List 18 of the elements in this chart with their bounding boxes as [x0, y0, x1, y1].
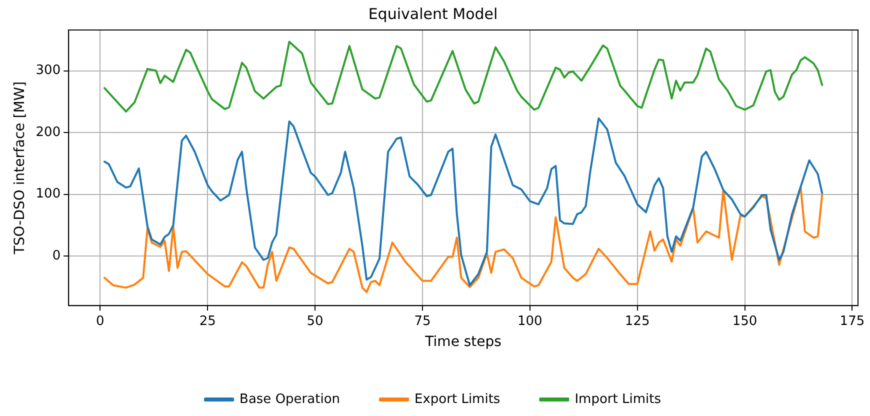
- y-tick-label: 100: [36, 186, 61, 202]
- legend-label: Base Operation: [240, 392, 340, 407]
- x-tick-label: 75: [414, 314, 431, 329]
- y-tick-label: 200: [36, 124, 61, 140]
- x-tick-label: 125: [624, 314, 650, 329]
- x-tick-label: 25: [199, 314, 216, 329]
- x-tick-label: 100: [518, 314, 542, 329]
- x-axis-title: Time steps: [424, 334, 502, 350]
- legend-label: Import Limits: [574, 392, 662, 407]
- x-tick-label: 150: [732, 314, 758, 329]
- y-tick-label: 0: [52, 248, 61, 264]
- y-axis-title: TSO-DSO interface [MW]: [12, 81, 28, 256]
- y-tick-label: 300: [36, 63, 61, 78]
- x-tick-label: 50: [306, 314, 324, 329]
- chart-title: Equivalent Model: [368, 4, 498, 23]
- x-tick-label: 0: [96, 314, 104, 329]
- x-tick-label: 175: [840, 314, 865, 329]
- legend-label: Export Limits: [414, 392, 500, 407]
